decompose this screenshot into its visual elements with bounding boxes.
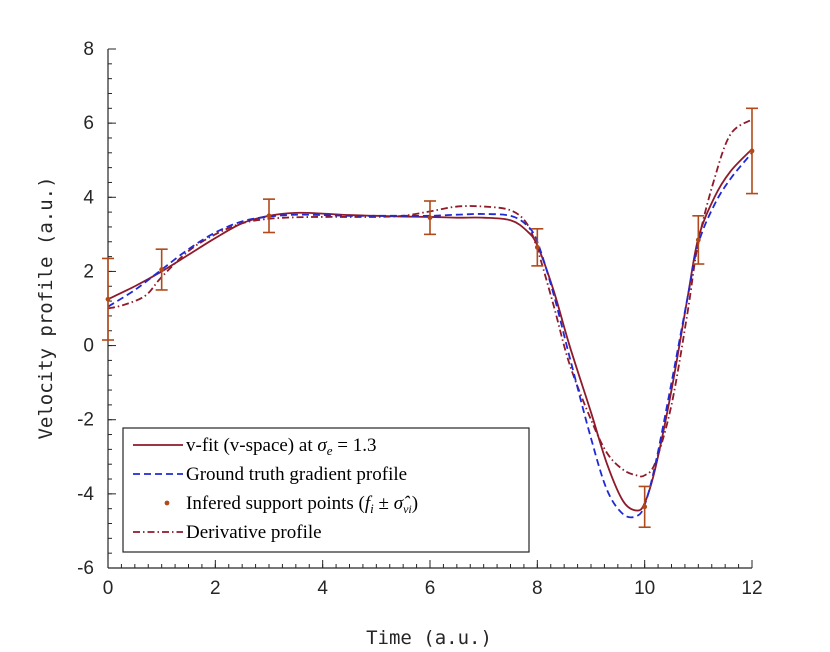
legend-math-symbol: f xyxy=(365,493,373,514)
support-dot xyxy=(642,504,648,510)
series-line-dashed xyxy=(107,152,753,519)
x-tick-label: 2 xyxy=(210,578,221,599)
legend-text-tail: = 1.3 xyxy=(333,435,377,456)
x-axis-label: Time (a.u.) xyxy=(366,627,492,649)
y-tick-label: 8 xyxy=(83,39,94,60)
support-points-layer xyxy=(102,107,758,529)
legend-entry-vfit: v-fit (v-space) at σe = 1.3 xyxy=(133,435,376,458)
legend-label: Ground truth gradient profile xyxy=(186,464,407,485)
x-tick-label: 0 xyxy=(103,578,114,599)
support-point xyxy=(692,215,705,265)
x-tick-label: 6 xyxy=(425,578,436,599)
series-line-dashdot xyxy=(107,118,753,478)
legend-math-subscript: i xyxy=(370,501,374,516)
legend-text-part: Derivative profile xyxy=(186,522,322,543)
legend-math-operator: ± xyxy=(374,493,394,514)
support-dot xyxy=(266,213,272,219)
legend-text-part: Ground truth gradient profile xyxy=(186,464,407,485)
support-point xyxy=(102,257,114,341)
legend-label: Infered support points (fi ± σ̂vi) xyxy=(186,493,418,516)
y-tick-label: 6 xyxy=(83,113,94,134)
support-point xyxy=(263,198,275,234)
support-dot xyxy=(105,296,111,302)
legend-swatch-dot xyxy=(164,500,170,506)
legend-label: Derivative profile xyxy=(186,522,322,543)
y-tick-label: -2 xyxy=(77,410,94,431)
legend-math-subscript: vi xyxy=(403,502,412,516)
x-tick-label: 8 xyxy=(532,578,543,599)
support-point xyxy=(424,200,436,236)
series-line-solid xyxy=(107,148,753,512)
legend-math-symbol: σ xyxy=(317,435,327,456)
axes: 0 2 4 6 8 10 12 -6 -4 -2 0 2 4 6 8 xyxy=(77,39,762,599)
x-tick-label: 10 xyxy=(634,578,655,599)
legend-text-part: Infered support points ( xyxy=(186,493,365,514)
legend-entry-support: Infered support points (fi ± σ̂vi) xyxy=(164,493,418,516)
legend-box xyxy=(122,427,530,553)
y-tick-label: 0 xyxy=(83,336,94,357)
y-tick-label: 4 xyxy=(83,187,94,208)
support-dot xyxy=(427,215,433,221)
legend-text-part: v-fit (v-space) at xyxy=(186,435,317,456)
support-dot xyxy=(749,148,755,154)
support-dot xyxy=(534,244,540,250)
legend: v-fit (v-space) at σe = 1.3 Ground truth … xyxy=(122,427,530,553)
y-tick-label: -4 xyxy=(77,484,94,505)
y-tick-label: 2 xyxy=(83,261,94,282)
legend-entry-deriv: Derivative profile xyxy=(133,522,322,543)
legend-entry-truth: Ground truth gradient profile xyxy=(133,464,407,485)
series-layer xyxy=(107,118,753,519)
support-point xyxy=(638,485,651,529)
support-point xyxy=(155,248,168,291)
x-tick-label: 4 xyxy=(317,578,328,599)
y-tick-label: -6 xyxy=(77,558,94,579)
legend-math-subscript: e xyxy=(327,443,333,458)
legend-label: v-fit (v-space) at σe = 1.3 xyxy=(186,435,376,458)
legend-text-tail: ) xyxy=(412,493,418,514)
support-dot xyxy=(695,237,701,243)
support-point xyxy=(531,227,544,267)
support-dot xyxy=(159,267,165,272)
y-axis-label: Velocity profile (a.u.) xyxy=(35,176,57,439)
x-tick-label: 12 xyxy=(741,578,762,599)
support-point xyxy=(746,107,758,195)
